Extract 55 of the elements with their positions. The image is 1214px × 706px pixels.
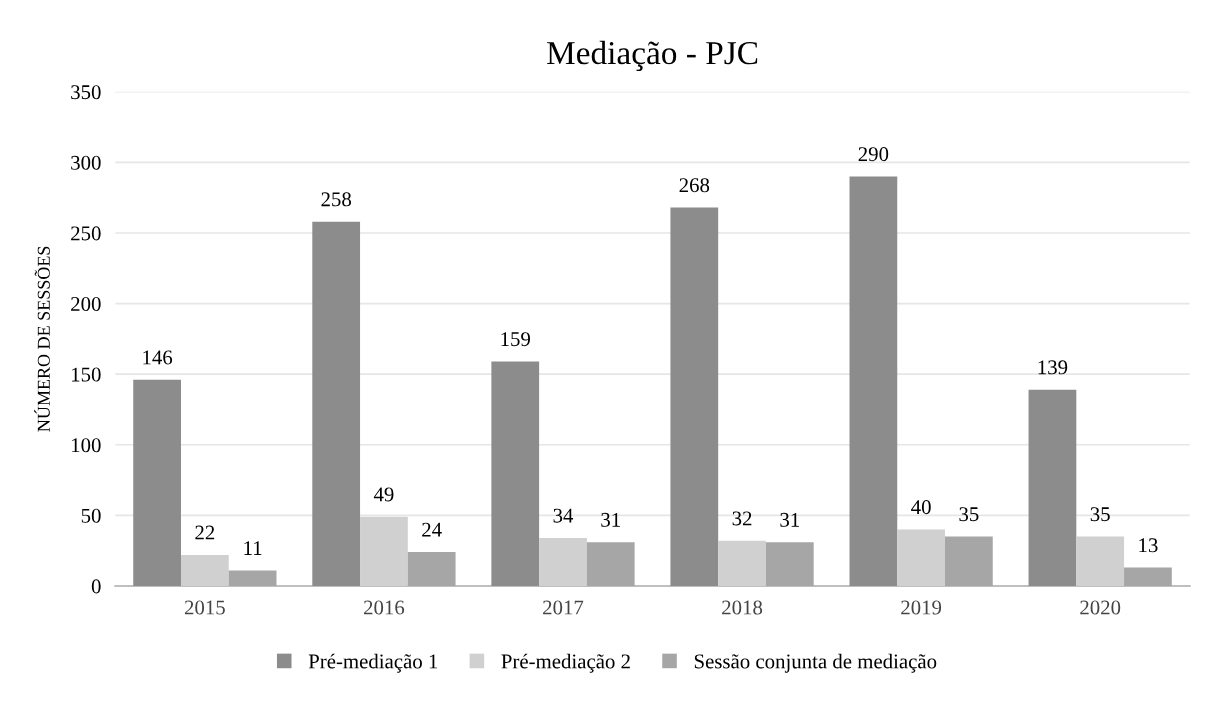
y-tick-label: 300 bbox=[71, 155, 101, 170]
bar bbox=[849, 176, 898, 586]
bar bbox=[228, 570, 277, 586]
x-tick-label: 2016 bbox=[364, 600, 405, 615]
bar bbox=[1076, 536, 1125, 586]
y-tick-label: 350 bbox=[71, 85, 101, 100]
data-label: 31 bbox=[601, 512, 620, 527]
bar bbox=[1124, 567, 1172, 586]
y-tick-label: 200 bbox=[71, 296, 101, 312]
data-label: 146 bbox=[143, 350, 173, 365]
bar bbox=[312, 221, 361, 586]
data-label: 11 bbox=[244, 541, 262, 555]
data-label: 22 bbox=[195, 525, 215, 540]
legend-label: Sessão conjunta de mediação bbox=[694, 653, 937, 673]
bar bbox=[945, 536, 993, 586]
data-label: 13 bbox=[1139, 538, 1158, 553]
data-label: 268 bbox=[679, 178, 710, 193]
data-label: 290 bbox=[858, 147, 889, 162]
bar bbox=[1028, 389, 1077, 586]
data-label: 258 bbox=[321, 192, 352, 207]
x-tick-label: 2020 bbox=[1080, 600, 1121, 615]
bar bbox=[491, 361, 540, 586]
data-label: 35 bbox=[1090, 507, 1110, 522]
bar bbox=[180, 554, 229, 586]
x-tick-label: 2015 bbox=[184, 600, 225, 615]
bar bbox=[539, 537, 587, 586]
data-label: 24 bbox=[422, 522, 442, 537]
y-tick-label: 50 bbox=[81, 508, 101, 523]
legend-label: Pré-mediação 2 bbox=[501, 653, 630, 673]
bar bbox=[360, 516, 408, 586]
bar bbox=[133, 379, 181, 586]
data-label: 32 bbox=[732, 511, 752, 526]
y-tick-label: 0 bbox=[91, 579, 101, 594]
y-tick-label: 150 bbox=[72, 367, 101, 382]
bar bbox=[586, 542, 635, 586]
bar bbox=[897, 529, 945, 586]
data-label: 49 bbox=[373, 487, 394, 502]
data-label: 40 bbox=[911, 500, 931, 515]
data-label: 159 bbox=[501, 332, 531, 347]
data-label: 34 bbox=[553, 508, 574, 523]
x-tick-label: 2018 bbox=[722, 600, 763, 615]
chart-title: Mediação - PJC bbox=[547, 40, 758, 72]
y-axis-title: NÚMERO DE SESSÕES bbox=[34, 246, 50, 432]
bar bbox=[407, 552, 456, 586]
y-tick-label: 100 bbox=[72, 438, 101, 453]
bar bbox=[718, 540, 766, 586]
x-tick-label: 2019 bbox=[901, 600, 942, 615]
y-tick-label: 250 bbox=[71, 226, 101, 241]
legend-label: Pré-mediação 1 bbox=[308, 653, 438, 673]
data-label: 139 bbox=[1038, 360, 1068, 375]
data-label: 31 bbox=[780, 512, 799, 527]
bar bbox=[670, 207, 719, 586]
bar bbox=[765, 542, 814, 586]
x-tick-label: 2017 bbox=[543, 600, 584, 615]
data-label: 35 bbox=[959, 507, 979, 522]
